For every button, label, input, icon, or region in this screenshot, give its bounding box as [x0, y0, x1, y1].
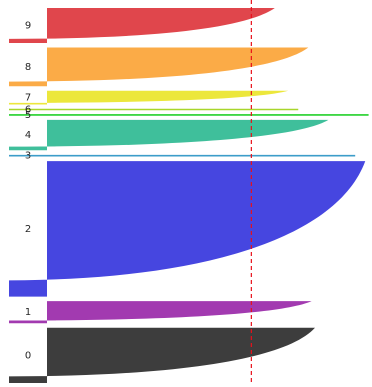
cluster-area-5 [9, 114, 369, 116]
cluster-area-7 [9, 90, 289, 105]
cluster-area-2 [9, 161, 366, 297]
cluster-area-4 [9, 119, 329, 151]
cluster-labels: 0 1 2 3 4 567 8 9 [25, 21, 31, 362]
cluster-label-6: 6 [25, 105, 31, 116]
cluster-label-2: 2 [25, 224, 31, 235]
cluster-area-9 [9, 8, 275, 44]
cluster-area-1 [9, 301, 312, 324]
cluster-label-9: 9 [25, 21, 31, 32]
cluster-label-8: 8 [25, 62, 31, 73]
cluster-label-7: 7 [25, 93, 31, 104]
cluster-label-0: 0 [25, 350, 31, 361]
cluster-area-6 [9, 108, 299, 111]
cluster-label-4: 4 [25, 130, 31, 141]
cluster-area-8 [9, 47, 309, 87]
cluster-label-5: 5 [25, 110, 31, 121]
cluster-area-3 [9, 154, 356, 157]
cluster-area-0 [9, 327, 315, 383]
cluster-label-3: 3 [25, 151, 31, 162]
cluster-label-1: 1 [25, 307, 31, 318]
cluster-areas [9, 8, 369, 383]
